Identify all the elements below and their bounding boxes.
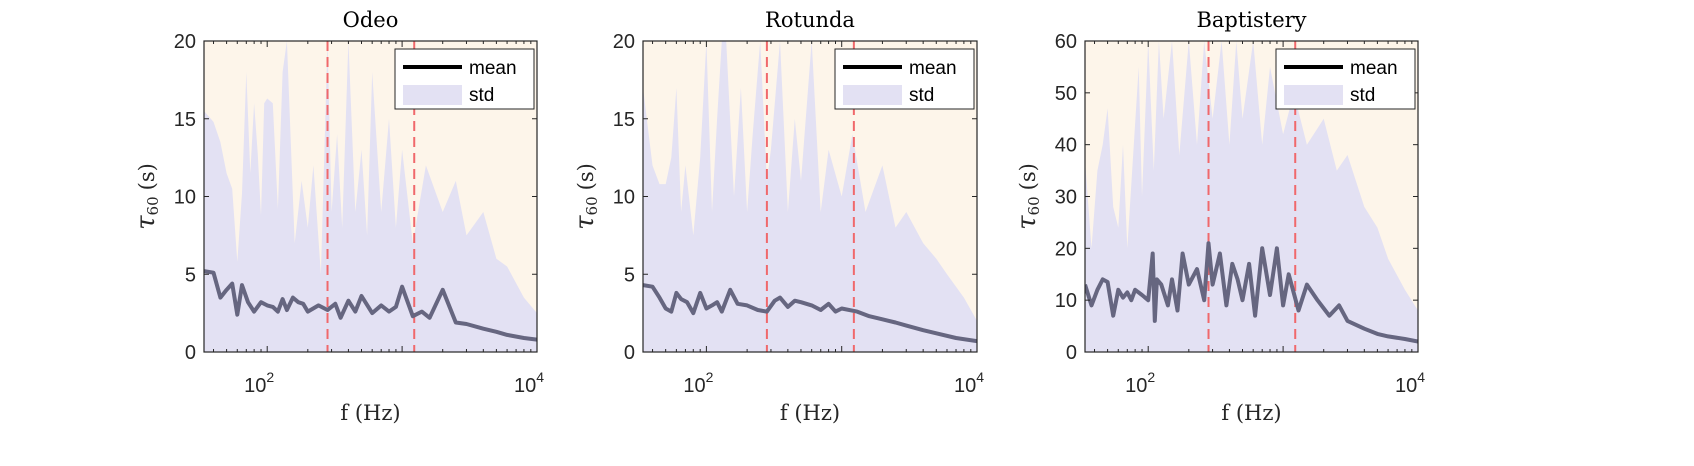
y-label-subscript: 60 — [1025, 196, 1043, 215]
y-axis-label: τ60 (s) — [131, 163, 162, 230]
x-tick-exponent: 2 — [266, 369, 274, 385]
x-tick-base: 10 — [244, 375, 266, 397]
x-tick-label: 104 — [954, 369, 984, 397]
legend-mean-label: mean — [1350, 58, 1398, 79]
std-area — [204, 41, 537, 352]
x-axis-label: f (Hz) — [1221, 401, 1281, 425]
y-tick-label: 0 — [624, 342, 635, 364]
x-axis-label: f (Hz) — [780, 401, 840, 425]
x-tick-base: 10 — [683, 375, 705, 397]
x-tick-exponent: 2 — [1147, 369, 1155, 385]
legend-mean-label: mean — [469, 58, 517, 79]
legend: mean std — [1275, 48, 1416, 110]
y-tick-label: 10 — [613, 187, 635, 209]
y-label-unit: (s) — [1016, 163, 1040, 190]
y-tick-label: 15 — [613, 109, 635, 131]
mean-line — [204, 269, 537, 342]
x-tick-exponent: 2 — [706, 369, 714, 385]
x-tick-label: 104 — [1395, 369, 1425, 397]
y-tick-label: 0 — [185, 342, 196, 364]
legend-std-swatch — [403, 85, 462, 105]
y-label-symbol: τ — [570, 215, 600, 230]
legend: mean std — [394, 48, 535, 110]
y-axis-label: τ60 (s) — [1012, 163, 1043, 230]
x-tick-exponent: 4 — [536, 369, 544, 385]
y-axis-label: τ60 (s) — [570, 163, 601, 230]
subplot-title: Baptistery — [1196, 8, 1306, 32]
x-tick-base: 10 — [954, 375, 976, 397]
legend-std-label: std — [909, 85, 934, 106]
y-tick-label: 50 — [1055, 83, 1077, 105]
legend-mean-label: mean — [909, 58, 957, 79]
x-tick-label: 102 — [244, 369, 274, 397]
y-tick-label: 20 — [613, 31, 635, 53]
y-label-subscript: 60 — [144, 196, 162, 215]
std-area — [1085, 41, 1418, 352]
x-tick-base: 10 — [1125, 375, 1147, 397]
subplot-title: Odeo — [343, 8, 399, 32]
y-tick-label: 30 — [1055, 187, 1077, 209]
x-tick-exponent: 4 — [976, 369, 984, 385]
y-label-subscript: 60 — [583, 196, 601, 215]
x-tick-label: 102 — [1125, 369, 1155, 397]
x-tick-base: 10 — [514, 375, 536, 397]
y-label-unit: (s) — [135, 163, 159, 190]
y-tick-label: 5 — [185, 264, 196, 286]
y-tick-label: 20 — [1055, 238, 1077, 260]
legend-std-label: std — [469, 85, 494, 106]
y-label-unit: (s) — [574, 163, 598, 190]
x-tick-label: 102 — [683, 369, 713, 397]
x-axis-label: f (Hz) — [340, 401, 400, 425]
legend-std-swatch — [843, 85, 902, 105]
y-label-symbol: τ — [1012, 215, 1042, 230]
y-tick-label: 60 — [1055, 31, 1077, 53]
y-tick-label: 10 — [174, 187, 196, 209]
x-tick-label: 104 — [514, 369, 544, 397]
y-tick-label: 5 — [624, 264, 635, 286]
subplot-title: Rotunda — [765, 8, 855, 32]
x-tick-base: 10 — [1395, 375, 1417, 397]
y-label-symbol: τ — [131, 215, 161, 230]
std-area — [643, 41, 977, 352]
x-tick-exponent: 4 — [1417, 369, 1425, 385]
y-tick-label: 40 — [1055, 135, 1077, 157]
y-tick-label: 20 — [174, 31, 196, 53]
mean-line — [643, 283, 977, 344]
y-tick-label: 10 — [1055, 290, 1077, 312]
y-tick-label: 0 — [1066, 342, 1077, 364]
legend-std-label: std — [1350, 85, 1375, 106]
legend-std-swatch — [1284, 85, 1343, 105]
y-tick-label: 15 — [174, 109, 196, 131]
legend: mean std — [834, 48, 975, 110]
